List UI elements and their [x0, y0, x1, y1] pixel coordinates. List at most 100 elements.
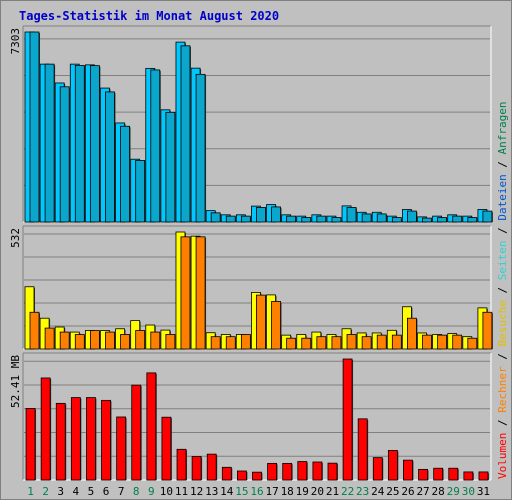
bar-rechner-day-26 [407, 317, 417, 350]
bar-rechner-day-10 [165, 334, 176, 350]
bar-volumen-day-22 [342, 358, 353, 481]
bar-rechner-day-12 [195, 236, 206, 350]
x-tick-label-day-12: 12 [190, 485, 203, 498]
bar-dateien-day-29 [452, 215, 463, 223]
x-tick-label-day-28: 28 [432, 485, 445, 498]
x-tick-label-day-31: 31 [477, 485, 490, 498]
bar-rechner-day-23 [361, 336, 372, 350]
bar-dateien-day-15 [240, 215, 251, 223]
x-tick-label-day-6: 6 [103, 485, 110, 498]
bar-dateien-day-7 [120, 125, 130, 223]
bar-dateien-day-24 [376, 213, 387, 223]
x-tick-label-day-25: 25 [386, 485, 399, 498]
bar-dateien-day-14 [225, 215, 236, 223]
bar-volumen-day-5 [86, 397, 96, 481]
chart-legend: Volumen / Rechner / Besuche / Seiten / D… [496, 101, 509, 479]
bar-rechner-day-5 [89, 330, 100, 350]
bar-volumen-day-13 [206, 453, 217, 481]
bar-volumen-day-1 [25, 408, 36, 481]
bar-rechner-day-20 [316, 336, 327, 350]
x-tick-label-day-22: 22 [341, 485, 354, 498]
panel-volume: 52.41 MB [9, 352, 492, 481]
bar-volumen-day-18 [282, 462, 293, 481]
x-tick-label-day-9: 9 [148, 485, 155, 498]
bar-volumen-day-10 [161, 416, 172, 481]
bar-rechner-day-28 [437, 334, 448, 350]
bar-dateien-day-27 [422, 217, 432, 223]
x-tick-label-day-23: 23 [356, 485, 369, 498]
bar-rechner-day-25 [391, 334, 402, 350]
bar-dateien-day-2 [44, 63, 55, 223]
bar-dateien-day-16 [256, 207, 266, 223]
bar-rechner-day-27 [422, 334, 432, 350]
bar-rechner-day-22 [346, 334, 357, 350]
bar-dateien-day-22 [346, 207, 357, 223]
bar-dateien-day-23 [361, 213, 372, 223]
bar-volumen-day-11 [176, 448, 187, 481]
x-tick-label-day-11: 11 [175, 485, 188, 498]
bar-volumen-day-4 [70, 397, 81, 481]
bar-dateien-day-3 [59, 86, 70, 223]
bar-dateien-day-5 [89, 65, 100, 223]
legend-entry-8: Dateien [496, 174, 509, 220]
legend-entry-5: / [496, 280, 509, 300]
bar-dateien-day-31 [482, 210, 493, 223]
bar-rechner-day-4 [74, 334, 85, 350]
x-tick-label-day-26: 26 [401, 485, 414, 498]
bar-dateien-day-4 [74, 64, 85, 223]
bar-volumen-day-8 [131, 384, 142, 481]
bar-dateien-day-17 [271, 206, 281, 223]
x-tick-label-day-10: 10 [160, 485, 173, 498]
bar-volumen-day-6 [101, 399, 111, 481]
bar-volumen-day-29 [448, 467, 459, 481]
bar-volumen-day-7 [116, 416, 127, 481]
bar-rechner-day-11 [180, 236, 191, 350]
bar-rechner-day-3 [59, 331, 70, 350]
bar-rechner-day-21 [331, 336, 342, 350]
panels-layer: 7303 532 52.41 MB [9, 25, 493, 481]
bar-rechner-day-31 [482, 311, 493, 350]
legend-entry-9: / [496, 154, 509, 174]
bar-volumen-day-12 [191, 456, 202, 481]
legend-entry-2: Rechner [496, 366, 509, 413]
x-tick-label-day-21: 21 [326, 485, 339, 498]
bar-volumen-day-26 [403, 459, 413, 481]
bar-volumen-day-20 [312, 461, 323, 481]
bar-volumen-day-2 [40, 377, 51, 481]
bar-volumen-day-27 [418, 468, 428, 481]
legend-entry-4: Besuche [496, 300, 509, 346]
x-tick-label-day-1: 1 [27, 485, 34, 498]
bar-rechner-day-1 [29, 311, 40, 350]
chart-title: Tages-Statistik im Monat August 2020 [19, 9, 279, 23]
bar-volumen-day-15 [237, 470, 247, 481]
bar-dateien-day-18 [286, 215, 297, 223]
bar-volumen-day-23 [357, 418, 368, 481]
bar-dateien-day-9 [150, 69, 161, 223]
bar-dateien-day-12 [195, 73, 206, 223]
bar-dateien-day-21 [331, 217, 342, 223]
x-tick-label-day-27: 27 [416, 485, 429, 498]
legend-entry-3: / [496, 347, 509, 367]
bar-dateien-day-25 [391, 217, 402, 223]
bar-dateien-day-1 [29, 31, 40, 223]
bar-rechner-day-6 [105, 331, 115, 350]
panel-hits: 7303 [9, 25, 493, 223]
bar-volumen-day-16 [252, 471, 262, 481]
panel-visits: 532 [9, 225, 493, 350]
x-tick-label-day-20: 20 [311, 485, 324, 498]
x-tick-label-day-3: 3 [57, 485, 64, 498]
x-tick-label-day-13: 13 [205, 485, 218, 498]
panel-max-label: 52.41 MB [9, 355, 22, 408]
bar-dateien-day-13 [210, 212, 221, 223]
legend-entry-6: Seiten [496, 241, 509, 281]
x-axis-day-labels: 1 2 3 4 5 6 7 8 9 10 11 12 13 14 15 16 17 18 19 20 21 22 23 24 2… [27, 485, 490, 498]
bar-dateien-day-6 [105, 91, 115, 223]
bar-volumen-day-9 [146, 372, 157, 481]
x-tick-label-day-18: 18 [281, 485, 294, 498]
bar-dateien-day-30 [467, 217, 478, 223]
x-tick-label-day-2: 2 [42, 485, 49, 498]
bar-rechner-day-30 [467, 337, 478, 350]
bar-volumen-day-28 [433, 467, 444, 481]
